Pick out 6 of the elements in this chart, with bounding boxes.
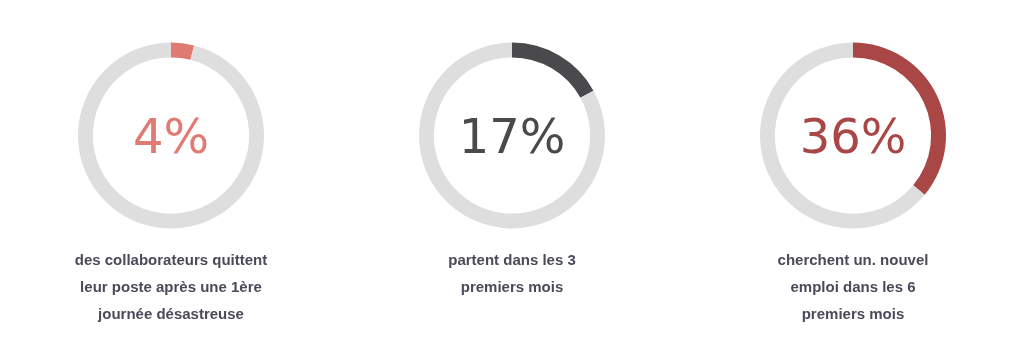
text: 4% — [132, 107, 210, 164]
text: 36% — [799, 107, 907, 164]
text: des collaborateurs quittent leur poste après une 1ère journée désastreuse — [74, 250, 268, 322]
text: partent dans les 3 premiers mois — [448, 250, 576, 295]
text: 17% — [458, 107, 566, 164]
text: cherchent un. nouvel emploi dans les 6 premiers mois — [777, 250, 929, 322]
